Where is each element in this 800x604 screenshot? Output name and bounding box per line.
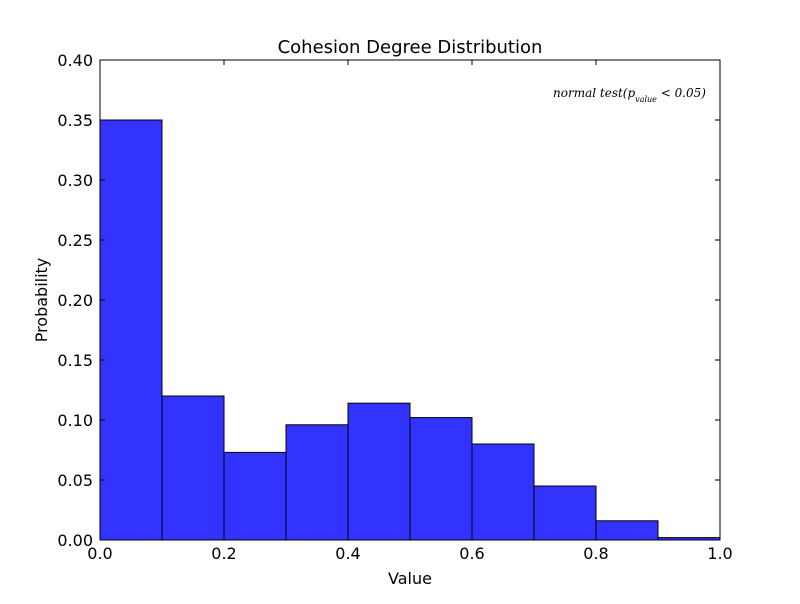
histogram-bar <box>285 424 349 541</box>
histogram-bar <box>595 520 659 541</box>
y-tick-label: 0.35 <box>57 111 93 130</box>
histogram-bar <box>347 402 411 541</box>
x-tick-label: 0.8 <box>583 544 608 563</box>
histogram-bar <box>161 395 225 541</box>
histogram-bar <box>533 485 597 541</box>
y-tick-label: 0.10 <box>57 411 93 430</box>
tick-labels-layer: 0.0 0.2 0.4 0.6 0.8 1.0 0.00 0.05 0.10 0.15 0.20 0.… <box>57 51 732 563</box>
y-tick-label: 0.25 <box>57 231 93 250</box>
chart-title: Cohesion Degree Distribution <box>278 37 543 58</box>
y-tick-label: 0.30 <box>57 171 93 190</box>
y-tick-label: 0.15 <box>57 351 93 370</box>
y-tick-label: 0.05 <box>57 471 93 490</box>
histogram-bar <box>471 443 535 541</box>
histogram-bar <box>223 451 287 541</box>
histogram-bar <box>99 119 163 541</box>
y-tick-label: 0.20 <box>57 291 93 310</box>
y-tick-label: 0.40 <box>57 51 93 70</box>
normal-test-annotation: normal test(pvalue < 0.05) <box>553 86 706 104</box>
x-tick-label: 0.2 <box>211 544 236 563</box>
x-tick-label: 0.6 <box>459 544 484 563</box>
y-tick-label: 0.00 <box>57 531 93 550</box>
y-axis-label: Probability <box>32 258 51 343</box>
plot-frame <box>99 59 721 541</box>
x-tick-label: 1.0 <box>707 544 732 563</box>
x-tick-label: 0.0 <box>87 544 112 563</box>
bars-layer <box>99 119 721 541</box>
x-tick-label: 0.4 <box>335 544 360 563</box>
x-axis-label: Value <box>388 569 432 588</box>
histogram-bar <box>409 417 473 541</box>
